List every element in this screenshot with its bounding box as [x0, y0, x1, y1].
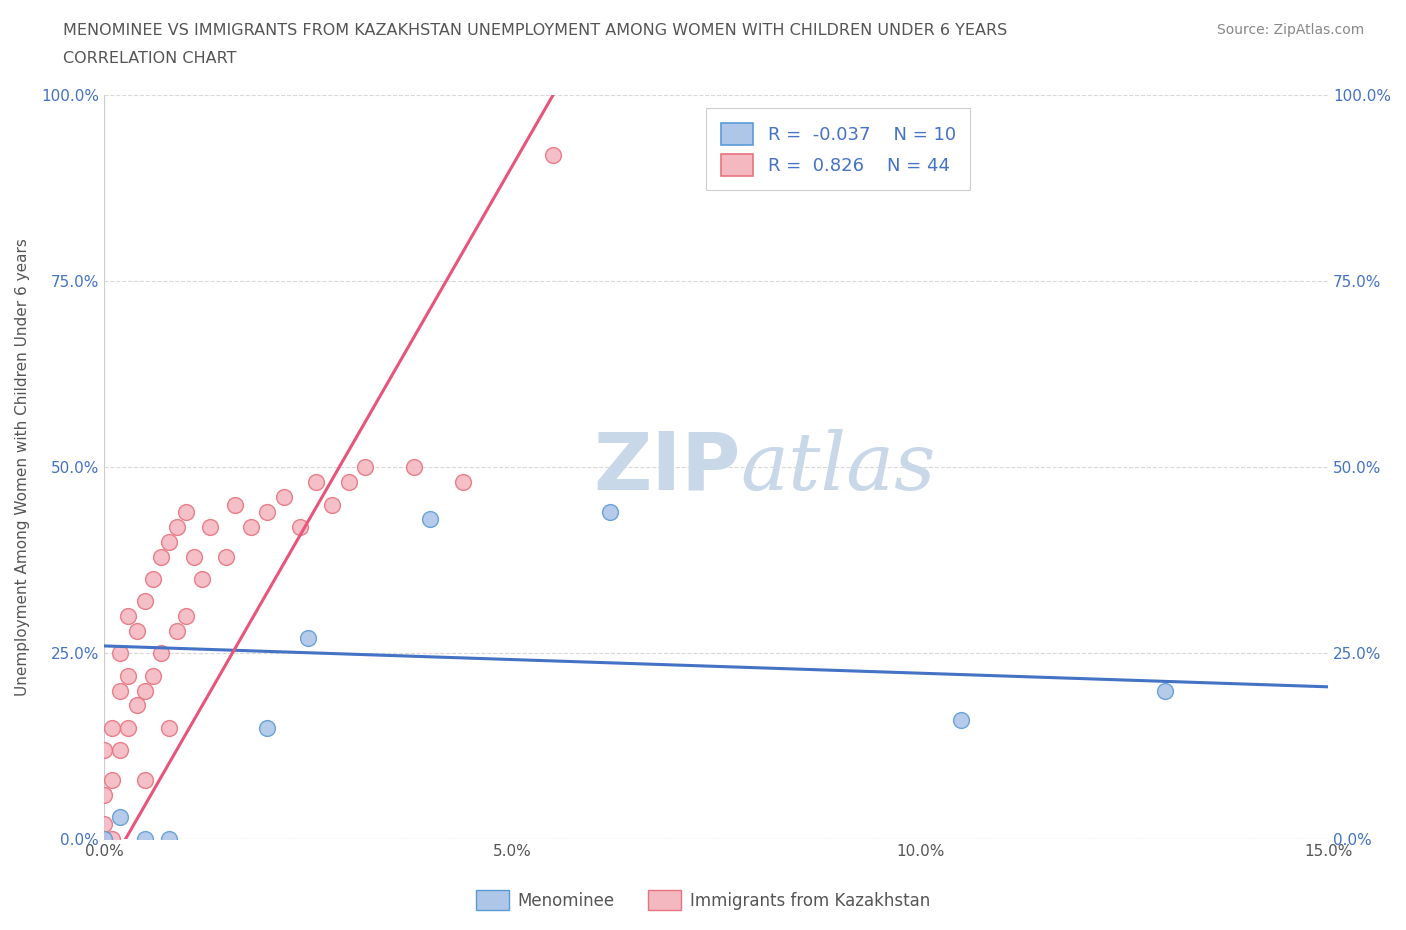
Point	[93, 788, 115, 803]
Point	[256, 505, 278, 520]
Point	[125, 698, 148, 713]
Point	[256, 721, 278, 736]
Point	[93, 817, 115, 832]
Point	[166, 624, 188, 639]
Point	[134, 684, 156, 698]
Point	[157, 832, 180, 847]
Point	[93, 743, 115, 758]
Text: ZIP: ZIP	[593, 429, 741, 506]
Point	[174, 505, 197, 520]
Text: atlas: atlas	[741, 429, 936, 506]
Point	[142, 669, 165, 684]
Point	[354, 460, 377, 475]
Point	[125, 624, 148, 639]
Point	[215, 550, 238, 565]
Point	[110, 684, 132, 698]
Point	[101, 773, 124, 788]
Point	[273, 490, 295, 505]
Point	[134, 594, 156, 609]
Point	[93, 832, 115, 847]
Point	[93, 832, 115, 847]
Point	[183, 550, 205, 565]
Point	[224, 498, 246, 512]
Point	[191, 572, 214, 587]
Point	[150, 646, 173, 661]
Legend: Menominee, Immigrants from Kazakhstan: Menominee, Immigrants from Kazakhstan	[470, 884, 936, 917]
Point	[117, 721, 139, 736]
Point	[305, 475, 328, 490]
Point	[1154, 684, 1177, 698]
Point	[541, 148, 564, 163]
Point	[321, 498, 343, 512]
Text: Source: ZipAtlas.com: Source: ZipAtlas.com	[1216, 23, 1364, 37]
Point	[239, 520, 262, 535]
Point	[117, 669, 139, 684]
Point	[150, 550, 173, 565]
Point	[110, 810, 132, 825]
Point	[174, 609, 197, 624]
Point	[288, 520, 311, 535]
Point	[142, 572, 165, 587]
Point	[101, 832, 124, 847]
Point	[404, 460, 426, 475]
Point	[337, 475, 360, 490]
Point	[134, 773, 156, 788]
Text: CORRELATION CHART: CORRELATION CHART	[63, 51, 236, 66]
Point	[451, 475, 474, 490]
Point	[166, 520, 188, 535]
Point	[419, 512, 441, 527]
Point	[110, 743, 132, 758]
Point	[297, 631, 319, 646]
Point	[198, 520, 221, 535]
Point	[157, 721, 180, 736]
Legend: R =  -0.037    N = 10, R =  0.826    N = 44: R = -0.037 N = 10, R = 0.826 N = 44	[706, 108, 970, 190]
Y-axis label: Unemployment Among Women with Children Under 6 years: Unemployment Among Women with Children U…	[15, 238, 30, 697]
Point	[599, 505, 621, 520]
Text: MENOMINEE VS IMMIGRANTS FROM KAZAKHSTAN UNEMPLOYMENT AMONG WOMEN WITH CHILDREN U: MENOMINEE VS IMMIGRANTS FROM KAZAKHSTAN …	[63, 23, 1008, 38]
Point	[134, 832, 156, 847]
Point	[101, 721, 124, 736]
Point	[157, 535, 180, 550]
Point	[949, 713, 972, 728]
Point	[110, 646, 132, 661]
Point	[117, 609, 139, 624]
